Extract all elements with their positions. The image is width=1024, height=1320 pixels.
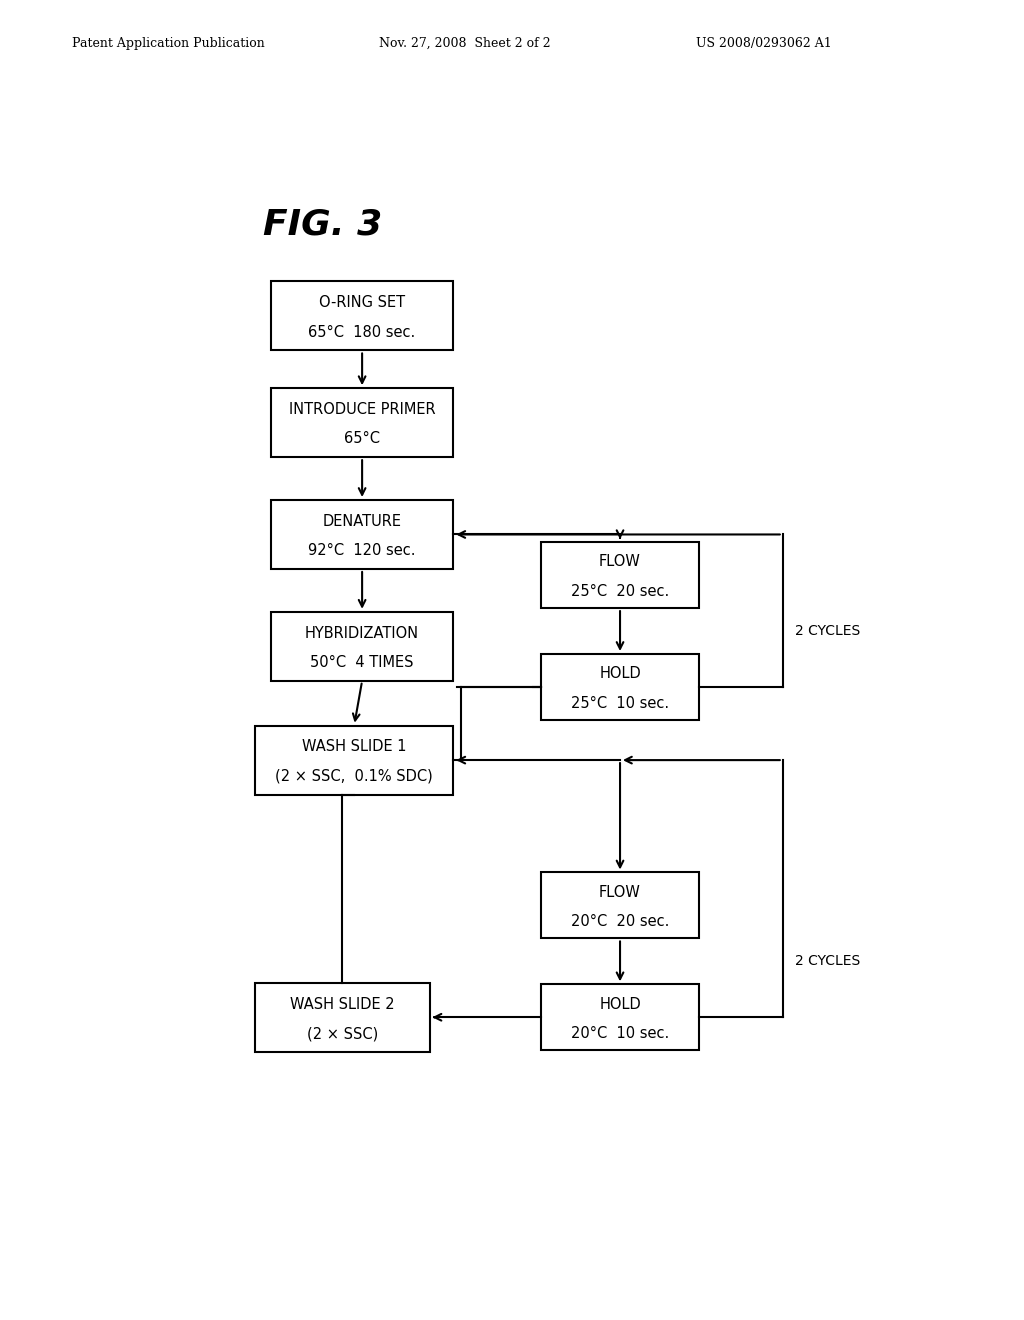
Bar [541, 873, 699, 939]
Text: 2 CYCLES: 2 CYCLES [795, 954, 860, 969]
Text: FLOW: FLOW [599, 554, 641, 569]
Text: FIG. 3: FIG. 3 [263, 207, 382, 242]
Text: 25°C  10 sec.: 25°C 10 sec. [571, 696, 669, 710]
Text: 20°C  10 sec.: 20°C 10 sec. [571, 1026, 669, 1041]
Text: (2 × SSC,  0.1% SDC): (2 × SSC, 0.1% SDC) [275, 768, 433, 784]
Text: HOLD: HOLD [599, 997, 641, 1011]
Text: 92°C  120 sec.: 92°C 120 sec. [308, 544, 416, 558]
Text: HOLD: HOLD [599, 667, 641, 681]
Text: Nov. 27, 2008  Sheet 2 of 2: Nov. 27, 2008 Sheet 2 of 2 [379, 37, 551, 50]
Bar [270, 500, 454, 569]
Text: 25°C  20 sec.: 25°C 20 sec. [571, 583, 669, 599]
Text: 65°C  180 sec.: 65°C 180 sec. [308, 325, 416, 339]
Text: WASH SLIDE 1: WASH SLIDE 1 [302, 739, 407, 755]
Text: HYBRIDIZATION: HYBRIDIZATION [305, 626, 419, 640]
Bar [270, 611, 454, 681]
Text: Patent Application Publication: Patent Application Publication [72, 37, 264, 50]
Text: 65°C: 65°C [344, 432, 380, 446]
Text: 2 CYCLES: 2 CYCLES [795, 624, 860, 638]
Bar [270, 281, 454, 351]
Bar [541, 543, 699, 609]
Text: O-RING SET: O-RING SET [319, 296, 406, 310]
Bar [255, 982, 430, 1052]
Bar [541, 985, 699, 1051]
Text: DENATURE: DENATURE [323, 513, 401, 529]
Text: INTRODUCE PRIMER: INTRODUCE PRIMER [289, 403, 435, 417]
Bar [541, 653, 699, 719]
Bar [255, 726, 454, 795]
Text: 50°C  4 TIMES: 50°C 4 TIMES [310, 655, 414, 671]
Text: 20°C  20 sec.: 20°C 20 sec. [570, 915, 670, 929]
Text: (2 × SSC): (2 × SSC) [306, 1026, 378, 1041]
Text: US 2008/0293062 A1: US 2008/0293062 A1 [696, 37, 833, 50]
Bar [270, 388, 454, 457]
Text: FLOW: FLOW [599, 884, 641, 900]
Text: WASH SLIDE 2: WASH SLIDE 2 [290, 997, 394, 1011]
